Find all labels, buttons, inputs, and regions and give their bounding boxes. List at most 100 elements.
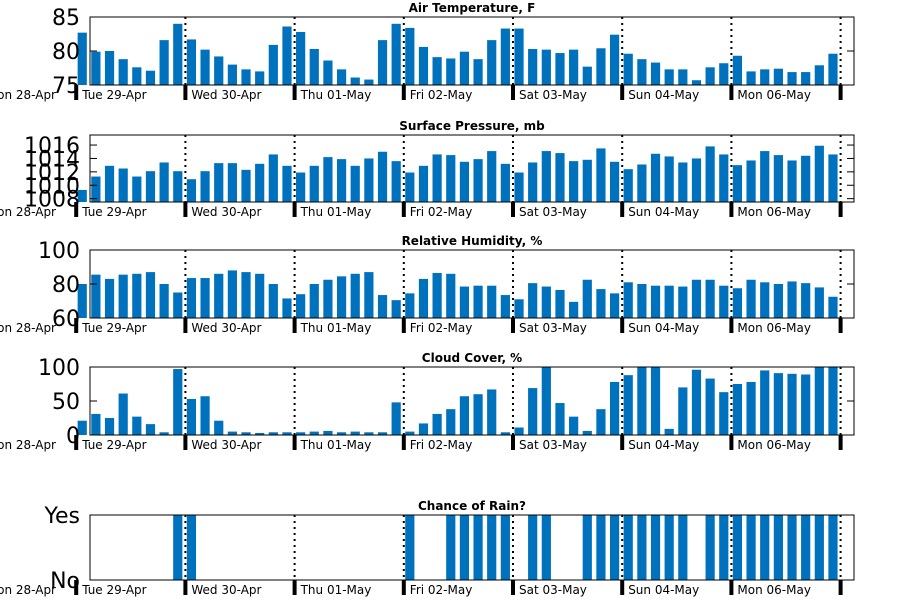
x-day-label: Fri 02-May [410, 88, 473, 102]
bar [118, 59, 128, 85]
bar [405, 293, 415, 318]
bar [746, 381, 756, 435]
x-day-label: Sat 03-May [519, 88, 587, 102]
bar [104, 165, 115, 202]
bar [746, 279, 756, 318]
x-day-label: Thu 01-May [300, 583, 372, 597]
bar [582, 515, 592, 580]
y-tick-label: Yes [43, 504, 80, 529]
x-day-label: Tue 29-Apr [81, 321, 146, 335]
bar [705, 378, 715, 435]
bar [227, 64, 237, 85]
bar [118, 393, 128, 435]
bar [323, 430, 333, 435]
x-day-label: Wed 30-Apr [191, 205, 261, 219]
bar [801, 72, 811, 85]
bar [186, 39, 197, 85]
bar [555, 289, 565, 318]
bar [282, 298, 292, 318]
bar [500, 432, 510, 435]
chart-title: Relative Humidity, % [402, 234, 543, 248]
bar [828, 53, 838, 85]
bar [214, 56, 224, 85]
x-day-label: Sat 03-May [519, 205, 587, 219]
bar [377, 295, 388, 318]
bar [760, 151, 770, 202]
chart-panel-2: Surface Pressure, mb 10081010101210141016… [0, 119, 855, 219]
bar [596, 48, 606, 85]
bar [118, 274, 128, 318]
y-tick-label: 80 [52, 40, 80, 65]
bar [719, 515, 729, 580]
bar [814, 65, 824, 85]
x-edge-label: Mon 28-Apr [0, 321, 56, 335]
bar [500, 515, 510, 580]
bar [773, 155, 783, 202]
bar [637, 284, 647, 318]
bar [132, 416, 142, 435]
bar [446, 58, 456, 85]
bar [364, 432, 374, 435]
bar [719, 285, 729, 318]
bar [500, 28, 510, 86]
bar [159, 284, 169, 318]
bar [377, 432, 388, 435]
bar [145, 424, 156, 435]
bar [446, 409, 456, 435]
bar [691, 279, 702, 318]
bar [828, 367, 838, 435]
bar [323, 60, 333, 85]
bar [541, 151, 551, 202]
x-edge-label: Mon 28-Apr [0, 583, 56, 597]
bar [746, 160, 756, 202]
bar [569, 416, 579, 435]
bar [514, 299, 524, 318]
bar [391, 23, 401, 85]
x-edge-label: Mon 28-Apr [0, 205, 56, 219]
x-day-label: Wed 30-Apr [191, 583, 261, 597]
bar [446, 273, 456, 318]
bar [227, 163, 237, 202]
x-day-label: Wed 30-Apr [191, 321, 261, 335]
bar [596, 148, 606, 202]
bar [623, 515, 633, 580]
y-tick-label: 80 [52, 273, 80, 298]
bar [787, 281, 797, 318]
bar [787, 72, 797, 85]
x-day-label: Sat 03-May [519, 438, 587, 452]
bar [514, 172, 524, 202]
bar [364, 158, 374, 202]
bar [678, 69, 688, 85]
x-day-label: Thu 01-May [300, 88, 372, 102]
bar [746, 515, 756, 580]
bar [528, 515, 538, 580]
bar [637, 59, 647, 85]
bar [282, 165, 292, 202]
bar [241, 272, 251, 318]
x-day-label: Fri 02-May [410, 583, 473, 597]
chart-panel-3: Relative Humidity, %6080100Mon 28-AprTue… [0, 234, 855, 335]
bar [732, 165, 743, 202]
x-day-label: Tue 29-Apr [81, 88, 146, 102]
bar [650, 515, 661, 580]
bar [268, 284, 278, 318]
bar [159, 162, 169, 202]
bar [801, 283, 811, 318]
bar [336, 432, 347, 435]
bar [391, 402, 401, 435]
bar [309, 48, 319, 85]
bar [255, 432, 265, 435]
bar [787, 515, 797, 580]
bar [609, 381, 620, 435]
bar [500, 163, 510, 202]
y-tick-label: 1012 [24, 161, 80, 186]
x-day-label: Tue 29-Apr [81, 583, 146, 597]
bar [650, 285, 661, 318]
x-day-label: Fri 02-May [410, 205, 473, 219]
bar [214, 420, 224, 435]
bar [405, 27, 415, 86]
x-day-label: Fri 02-May [410, 438, 473, 452]
x-day-label: Sun 04-May [628, 583, 699, 597]
